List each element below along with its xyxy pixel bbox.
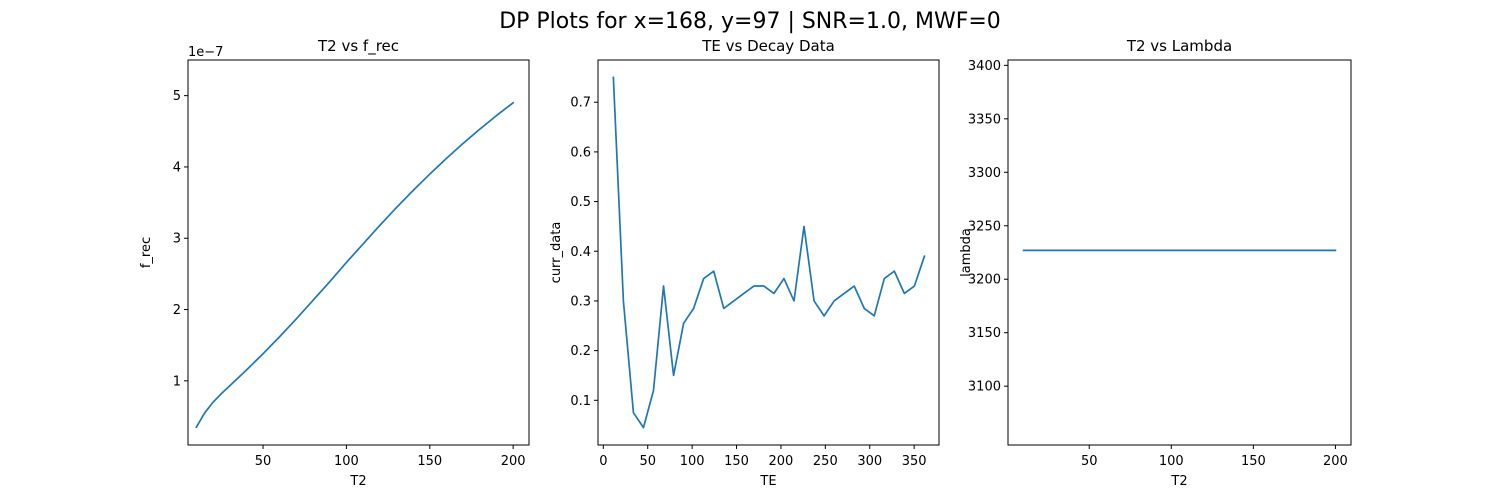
series-line: [195, 101, 515, 429]
x-tick-label: 50: [255, 454, 272, 469]
y-tick-label: 0.5: [570, 195, 591, 210]
y-axis-label: f_rec: [139, 237, 154, 268]
y-tick-label: 4: [173, 160, 181, 175]
y-tick-label: 3300: [968, 166, 1001, 181]
x-tick-label: 100: [334, 454, 359, 469]
y-tick-label: 3350: [968, 112, 1001, 127]
x-tick-label: 150: [724, 454, 749, 469]
y-tick-label: 1: [173, 374, 181, 389]
subplot-title: T2 vs f_rec: [317, 37, 399, 56]
y-tick-label: 0.4: [570, 245, 591, 260]
y-tick-label: 0.3: [570, 294, 591, 309]
x-axis-label: TE: [759, 474, 776, 489]
x-tick-label: 200: [769, 454, 794, 469]
subplot-title: T2 vs Lambda: [1126, 37, 1232, 55]
y-axis-label: curr_data: [549, 222, 564, 284]
x-tick-label: 200: [501, 454, 526, 469]
x-tick-label: 150: [417, 454, 442, 469]
y-tick-label: 5: [173, 89, 181, 104]
y-tick-label: 3400: [968, 59, 1001, 74]
x-tick-label: 50: [639, 454, 656, 469]
subplot-t2-vs-frec: 50 100 150 200 1 2 3 4 5 T2 vs f_rec T2 f_rec 1e−7: [139, 37, 530, 489]
x-tick-label: 250: [813, 454, 838, 469]
x-tick-label: 0: [599, 454, 607, 469]
figure-suptitle: DP Plots for x=168, y=97 | SNR=1.0, MWF=…: [499, 9, 1001, 34]
y-tick-label: 3150: [968, 326, 1001, 341]
x-axis-label: T2: [1170, 474, 1187, 489]
y-tick-label: 0.7: [570, 96, 591, 111]
y-tick-label: 2: [173, 303, 181, 318]
x-axis-label: T2: [349, 474, 366, 489]
x-tick-label: 100: [680, 454, 705, 469]
x-tick-label: 200: [1323, 454, 1348, 469]
y-tick-label: 3200: [968, 273, 1001, 288]
y-tick-label: 0.6: [570, 145, 591, 160]
subplot-te-vs-decay: 0 50 100 150 200 250 300 350 0.1 0.2 0.3 0.4 0.5 0.6 0…: [549, 37, 940, 489]
y-tick-label: 0.1: [570, 394, 591, 409]
axes-frame: [1007, 59, 1352, 446]
x-tick-label: 150: [1241, 454, 1266, 469]
x-tick-label: 350: [902, 454, 927, 469]
subplot-title: TE vs Decay Data: [701, 37, 835, 55]
axes-frame: [187, 59, 530, 446]
y-axis-label: lambda: [959, 228, 974, 277]
axes-frame: [597, 59, 940, 446]
subplot-t2-vs-lambda: 50 100 150 200 3100 3150 3200 3250 3300 3350 3400 T…: [959, 37, 1352, 489]
y-tick-label: 0.2: [570, 344, 591, 359]
y-tick-label: 3100: [968, 380, 1001, 395]
y-tick-label: 3250: [968, 219, 1001, 234]
x-tick-label: 100: [1159, 454, 1184, 469]
y-offset-label: 1e−7: [188, 45, 223, 60]
x-tick-label: 300: [857, 454, 882, 469]
series-line: [612, 76, 926, 429]
y-tick-label: 3: [173, 232, 181, 247]
x-tick-label: 50: [1081, 454, 1098, 469]
